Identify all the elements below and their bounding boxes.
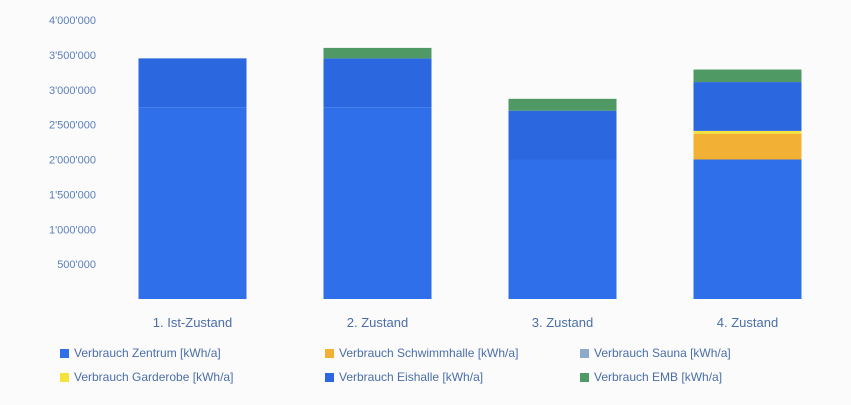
legend-item: Verbrauch Sauna [kWh/a] [580, 346, 820, 360]
y-tick-label: 2'000'000 [49, 155, 96, 167]
legend-item: Verbrauch Eishalle [kWh/a] [325, 370, 580, 384]
legend-label: Verbrauch Sauna [kWh/a] [594, 346, 731, 360]
legend-label: Verbrauch Schwimmhalle [kWh/a] [339, 346, 519, 360]
bar-segment [323, 58, 432, 108]
y-tick-label: 1'000'000 [49, 224, 96, 236]
y-tick-label: 1'500'000 [49, 189, 96, 201]
bar-segment [138, 107, 247, 299]
legend-item: Verbrauch Zentrum [kWh/a] [60, 346, 325, 360]
bar-segment [323, 47, 432, 59]
bar-chart-plot: 500'000 1'000'000 1'500'000 2'000'000 2'500'… [49, 15, 802, 330]
legend-item: Verbrauch EMB [kWh/a] [580, 370, 820, 384]
bar-segment [508, 159, 617, 299]
x-tick-label: 3. Zustand [532, 315, 593, 330]
x-tick-label: 1. Ist-Zustand [153, 315, 232, 330]
legend: Verbrauch Zentrum [kWh/a] Verbrauch Schwi… [60, 346, 820, 384]
bar-segment [693, 82, 802, 131]
bar-segment [693, 159, 802, 299]
bar-segment [138, 58, 247, 108]
y-tick-label: 500'000 [57, 259, 96, 271]
legend-label: Verbrauch Garderobe [kWh/a] [74, 370, 234, 384]
legend-label: Verbrauch Zentrum [kWh/a] [74, 346, 221, 360]
legend-label: Verbrauch Eishalle [kWh/a] [339, 370, 484, 384]
bar-segment [693, 133, 802, 160]
bar-segment [508, 98, 617, 111]
bar-segment [508, 110, 617, 160]
legend-swatch [60, 372, 69, 382]
legend-swatch [325, 348, 334, 358]
bar-segment [693, 69, 802, 83]
x-tick-label: 4. Zustand [717, 315, 778, 330]
bar-segment [693, 130, 802, 134]
legend-swatch [60, 348, 69, 358]
bar-segment [323, 107, 432, 299]
legend-label: Verbrauch EMB [kWh/a] [594, 370, 723, 384]
legend-swatch [580, 372, 589, 382]
legend-item: Verbrauch Garderobe [kWh/a] [60, 370, 325, 384]
legend-swatch [580, 348, 589, 358]
x-tick-label: 2. Zustand [347, 315, 408, 330]
legend-item: Verbrauch Schwimmhalle [kWh/a] [325, 346, 580, 360]
y-tick-label: 4'000'000 [49, 15, 96, 27]
y-tick-label: 3'000'000 [49, 85, 96, 97]
y-tick-label: 2'500'000 [49, 120, 96, 132]
legend-swatch [325, 372, 334, 382]
y-tick-label: 3'500'000 [49, 50, 96, 62]
